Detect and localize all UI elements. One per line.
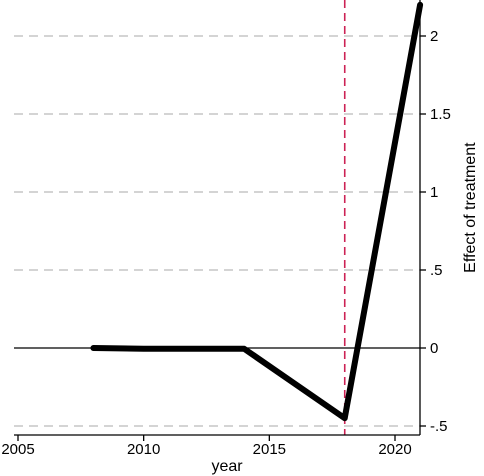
y-tick-label: 1 xyxy=(430,184,438,201)
y-ticks: -.5 0 .5 1 1.5 2 xyxy=(420,28,451,435)
x-tick-label: 2015 xyxy=(253,441,286,458)
series-line xyxy=(90,1,424,422)
y-tick-label: 0 xyxy=(430,340,438,357)
x-tick-label: 2005 xyxy=(1,441,34,458)
x-tick-label: 2010 xyxy=(127,441,160,458)
x-ticks: 2005 2010 2015 2020 xyxy=(1,435,412,458)
y-axis-title: Effect of treatment xyxy=(462,142,479,273)
y-tick-label: -.5 xyxy=(430,418,448,435)
x-tick-label: 2020 xyxy=(378,441,411,458)
grid-lines xyxy=(14,35,420,427)
y-tick-label: 2 xyxy=(430,28,438,45)
y-tick-label: .5 xyxy=(430,262,443,279)
y-tick-label: 1.5 xyxy=(430,106,451,123)
x-axis-title: year xyxy=(211,458,243,475)
